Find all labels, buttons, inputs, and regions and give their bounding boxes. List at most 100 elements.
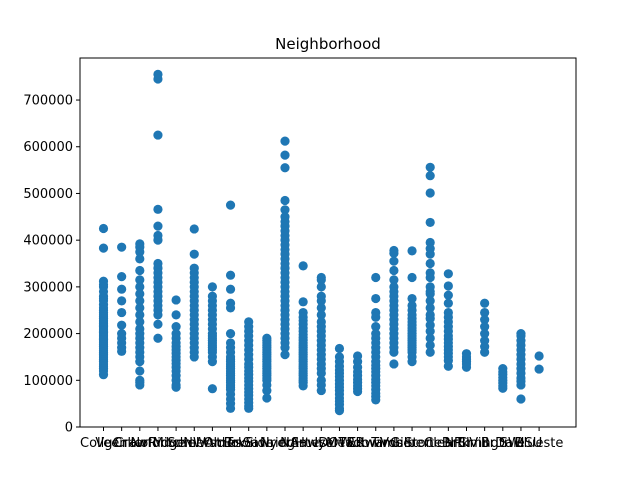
x-tick-label: CollgCr xyxy=(80,436,128,451)
data-point xyxy=(371,293,381,304)
data-point xyxy=(425,171,435,181)
data-point xyxy=(153,74,163,84)
data-point xyxy=(135,357,145,367)
data-point xyxy=(117,271,127,282)
x-tick-label: Blmngtn xyxy=(457,436,512,451)
data-point xyxy=(480,328,490,339)
data-point xyxy=(117,296,127,306)
x-tick-label: MeadowV xyxy=(326,436,389,451)
data-point xyxy=(135,296,145,306)
data-point xyxy=(117,307,127,318)
data-point xyxy=(371,312,381,322)
data-point xyxy=(153,319,163,329)
data-point xyxy=(280,195,290,206)
data-point xyxy=(534,351,544,361)
plot-frame xyxy=(79,57,577,428)
data-point xyxy=(389,256,399,266)
data-point xyxy=(135,265,145,276)
data-point xyxy=(117,242,127,252)
data-point xyxy=(189,352,199,362)
data-point xyxy=(135,247,145,257)
data-point xyxy=(443,298,453,308)
data-point xyxy=(135,254,145,264)
data-point xyxy=(153,204,163,214)
x-tick-label: NoRidge xyxy=(131,436,186,451)
data-point xyxy=(443,361,453,371)
data-point xyxy=(425,272,435,283)
data-point xyxy=(425,249,435,259)
data-point xyxy=(298,381,308,391)
data-point xyxy=(98,370,109,380)
data-point xyxy=(389,265,399,276)
data-point xyxy=(425,217,435,228)
data-point xyxy=(353,386,363,397)
data-point xyxy=(153,221,163,231)
data-point xyxy=(316,275,326,285)
data-point xyxy=(389,275,399,285)
points-layer xyxy=(98,69,544,416)
data-point xyxy=(389,359,399,369)
y-tick-label: 100000 xyxy=(23,374,73,389)
data-point xyxy=(207,282,217,292)
data-point xyxy=(98,243,109,253)
data-point xyxy=(461,362,472,372)
data-point xyxy=(516,380,526,390)
data-point xyxy=(407,357,417,367)
chart-title: Neighborhood xyxy=(275,35,381,53)
data-point xyxy=(371,321,381,332)
data-point xyxy=(225,303,236,313)
x-tick-label: Veenker xyxy=(95,436,148,451)
data-point xyxy=(153,130,163,140)
x-tick-label: BrkSide xyxy=(224,436,274,451)
data-point xyxy=(371,272,381,283)
data-point xyxy=(425,162,435,172)
data-point xyxy=(316,310,326,320)
data-point xyxy=(135,303,145,313)
data-point xyxy=(171,321,181,332)
x-tick-label: NPkVill xyxy=(444,436,489,451)
x-tick-label: Edwards xyxy=(348,436,403,451)
data-point xyxy=(135,275,145,285)
data-point xyxy=(117,346,127,356)
data-point xyxy=(171,295,181,305)
data-point xyxy=(280,150,290,160)
data-point xyxy=(280,350,290,360)
x-tick-label: SWISU xyxy=(500,436,543,451)
data-point xyxy=(171,382,181,392)
data-point xyxy=(334,406,345,416)
data-point xyxy=(244,403,254,413)
x-tick-label: IDOTRR xyxy=(314,436,364,451)
data-point xyxy=(316,303,326,313)
data-point xyxy=(262,385,272,396)
data-point xyxy=(425,258,435,269)
x-tick-label: NWAmes xyxy=(183,436,241,451)
data-point xyxy=(225,200,236,210)
data-point xyxy=(189,224,199,234)
y-tick-label: 400000 xyxy=(23,234,73,249)
y-tick-label: 600000 xyxy=(23,140,73,155)
data-point xyxy=(425,303,435,313)
x-tick-label: Crawfor xyxy=(114,436,166,451)
data-point xyxy=(280,205,290,215)
data-point xyxy=(171,310,181,320)
data-point xyxy=(316,385,326,396)
data-point xyxy=(316,296,326,306)
data-point xyxy=(316,282,326,292)
x-tick-label: Blueste xyxy=(515,436,564,451)
y-tick-label: 700000 xyxy=(23,94,73,109)
data-point xyxy=(262,393,272,403)
data-point xyxy=(480,347,490,357)
x-tick-label: Mitchel xyxy=(153,436,200,451)
data-point xyxy=(516,394,526,404)
x-tick-label: Sawyer xyxy=(243,436,292,451)
data-point xyxy=(135,317,145,327)
data-point xyxy=(407,293,417,304)
data-point xyxy=(298,297,308,307)
data-point xyxy=(117,320,127,330)
data-point xyxy=(498,383,508,393)
data-point xyxy=(225,284,236,294)
data-point xyxy=(225,328,236,339)
x-tick-label: OldTown xyxy=(203,436,258,451)
